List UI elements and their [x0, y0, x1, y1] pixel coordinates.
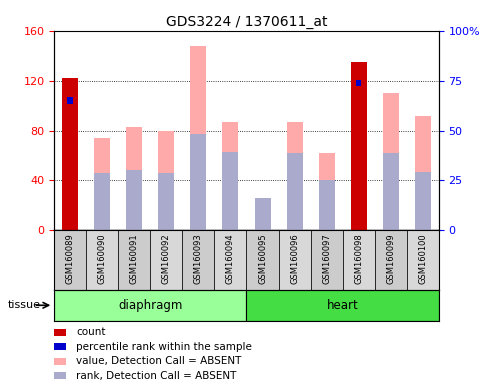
- Bar: [254, 205, 271, 230]
- Text: rank, Detection Call = ABSENT: rank, Detection Call = ABSENT: [76, 371, 237, 381]
- Text: tissue: tissue: [7, 300, 40, 310]
- FancyBboxPatch shape: [246, 290, 439, 321]
- Bar: [356, 79, 361, 86]
- Text: GSM160090: GSM160090: [98, 233, 107, 284]
- Text: GSM160097: GSM160097: [322, 233, 331, 284]
- FancyBboxPatch shape: [214, 230, 246, 290]
- FancyBboxPatch shape: [54, 290, 246, 321]
- Bar: [415, 172, 431, 230]
- FancyBboxPatch shape: [182, 230, 214, 290]
- Bar: [94, 138, 110, 230]
- Bar: [286, 153, 303, 230]
- Bar: [351, 62, 367, 230]
- FancyBboxPatch shape: [311, 230, 343, 290]
- Text: percentile rank within the sample: percentile rank within the sample: [76, 342, 252, 352]
- Bar: [286, 122, 303, 230]
- Bar: [158, 173, 175, 230]
- FancyBboxPatch shape: [343, 230, 375, 290]
- Bar: [318, 180, 335, 230]
- Bar: [94, 173, 110, 230]
- FancyBboxPatch shape: [86, 230, 118, 290]
- Bar: [190, 134, 207, 230]
- Text: GSM160092: GSM160092: [162, 233, 171, 284]
- Bar: [222, 152, 239, 230]
- Bar: [415, 116, 431, 230]
- Bar: [318, 153, 335, 230]
- Text: GSM160098: GSM160098: [354, 233, 363, 284]
- Text: GSM160094: GSM160094: [226, 233, 235, 284]
- Text: GSM160089: GSM160089: [66, 233, 75, 284]
- Text: GSM160100: GSM160100: [418, 233, 427, 284]
- Text: GDS3224 / 1370611_at: GDS3224 / 1370611_at: [166, 15, 327, 29]
- FancyBboxPatch shape: [118, 230, 150, 290]
- FancyBboxPatch shape: [246, 230, 279, 290]
- FancyBboxPatch shape: [54, 230, 86, 290]
- Bar: [62, 78, 78, 230]
- FancyBboxPatch shape: [150, 230, 182, 290]
- Text: heart: heart: [327, 299, 358, 312]
- Text: count: count: [76, 327, 106, 337]
- Text: value, Detection Call = ABSENT: value, Detection Call = ABSENT: [76, 356, 242, 366]
- Bar: [190, 46, 207, 230]
- Text: diaphragm: diaphragm: [118, 299, 182, 312]
- Text: GSM160093: GSM160093: [194, 233, 203, 284]
- Bar: [383, 153, 399, 230]
- Bar: [254, 198, 271, 230]
- Bar: [383, 93, 399, 230]
- Bar: [126, 127, 142, 230]
- Text: GSM160091: GSM160091: [130, 233, 139, 284]
- Text: GSM160099: GSM160099: [386, 233, 395, 284]
- FancyBboxPatch shape: [407, 230, 439, 290]
- Text: GSM160095: GSM160095: [258, 233, 267, 284]
- Bar: [68, 98, 73, 104]
- Text: GSM160096: GSM160096: [290, 233, 299, 284]
- Bar: [126, 170, 142, 230]
- Bar: [158, 131, 175, 230]
- Bar: [222, 122, 239, 230]
- FancyBboxPatch shape: [375, 230, 407, 290]
- FancyBboxPatch shape: [279, 230, 311, 290]
